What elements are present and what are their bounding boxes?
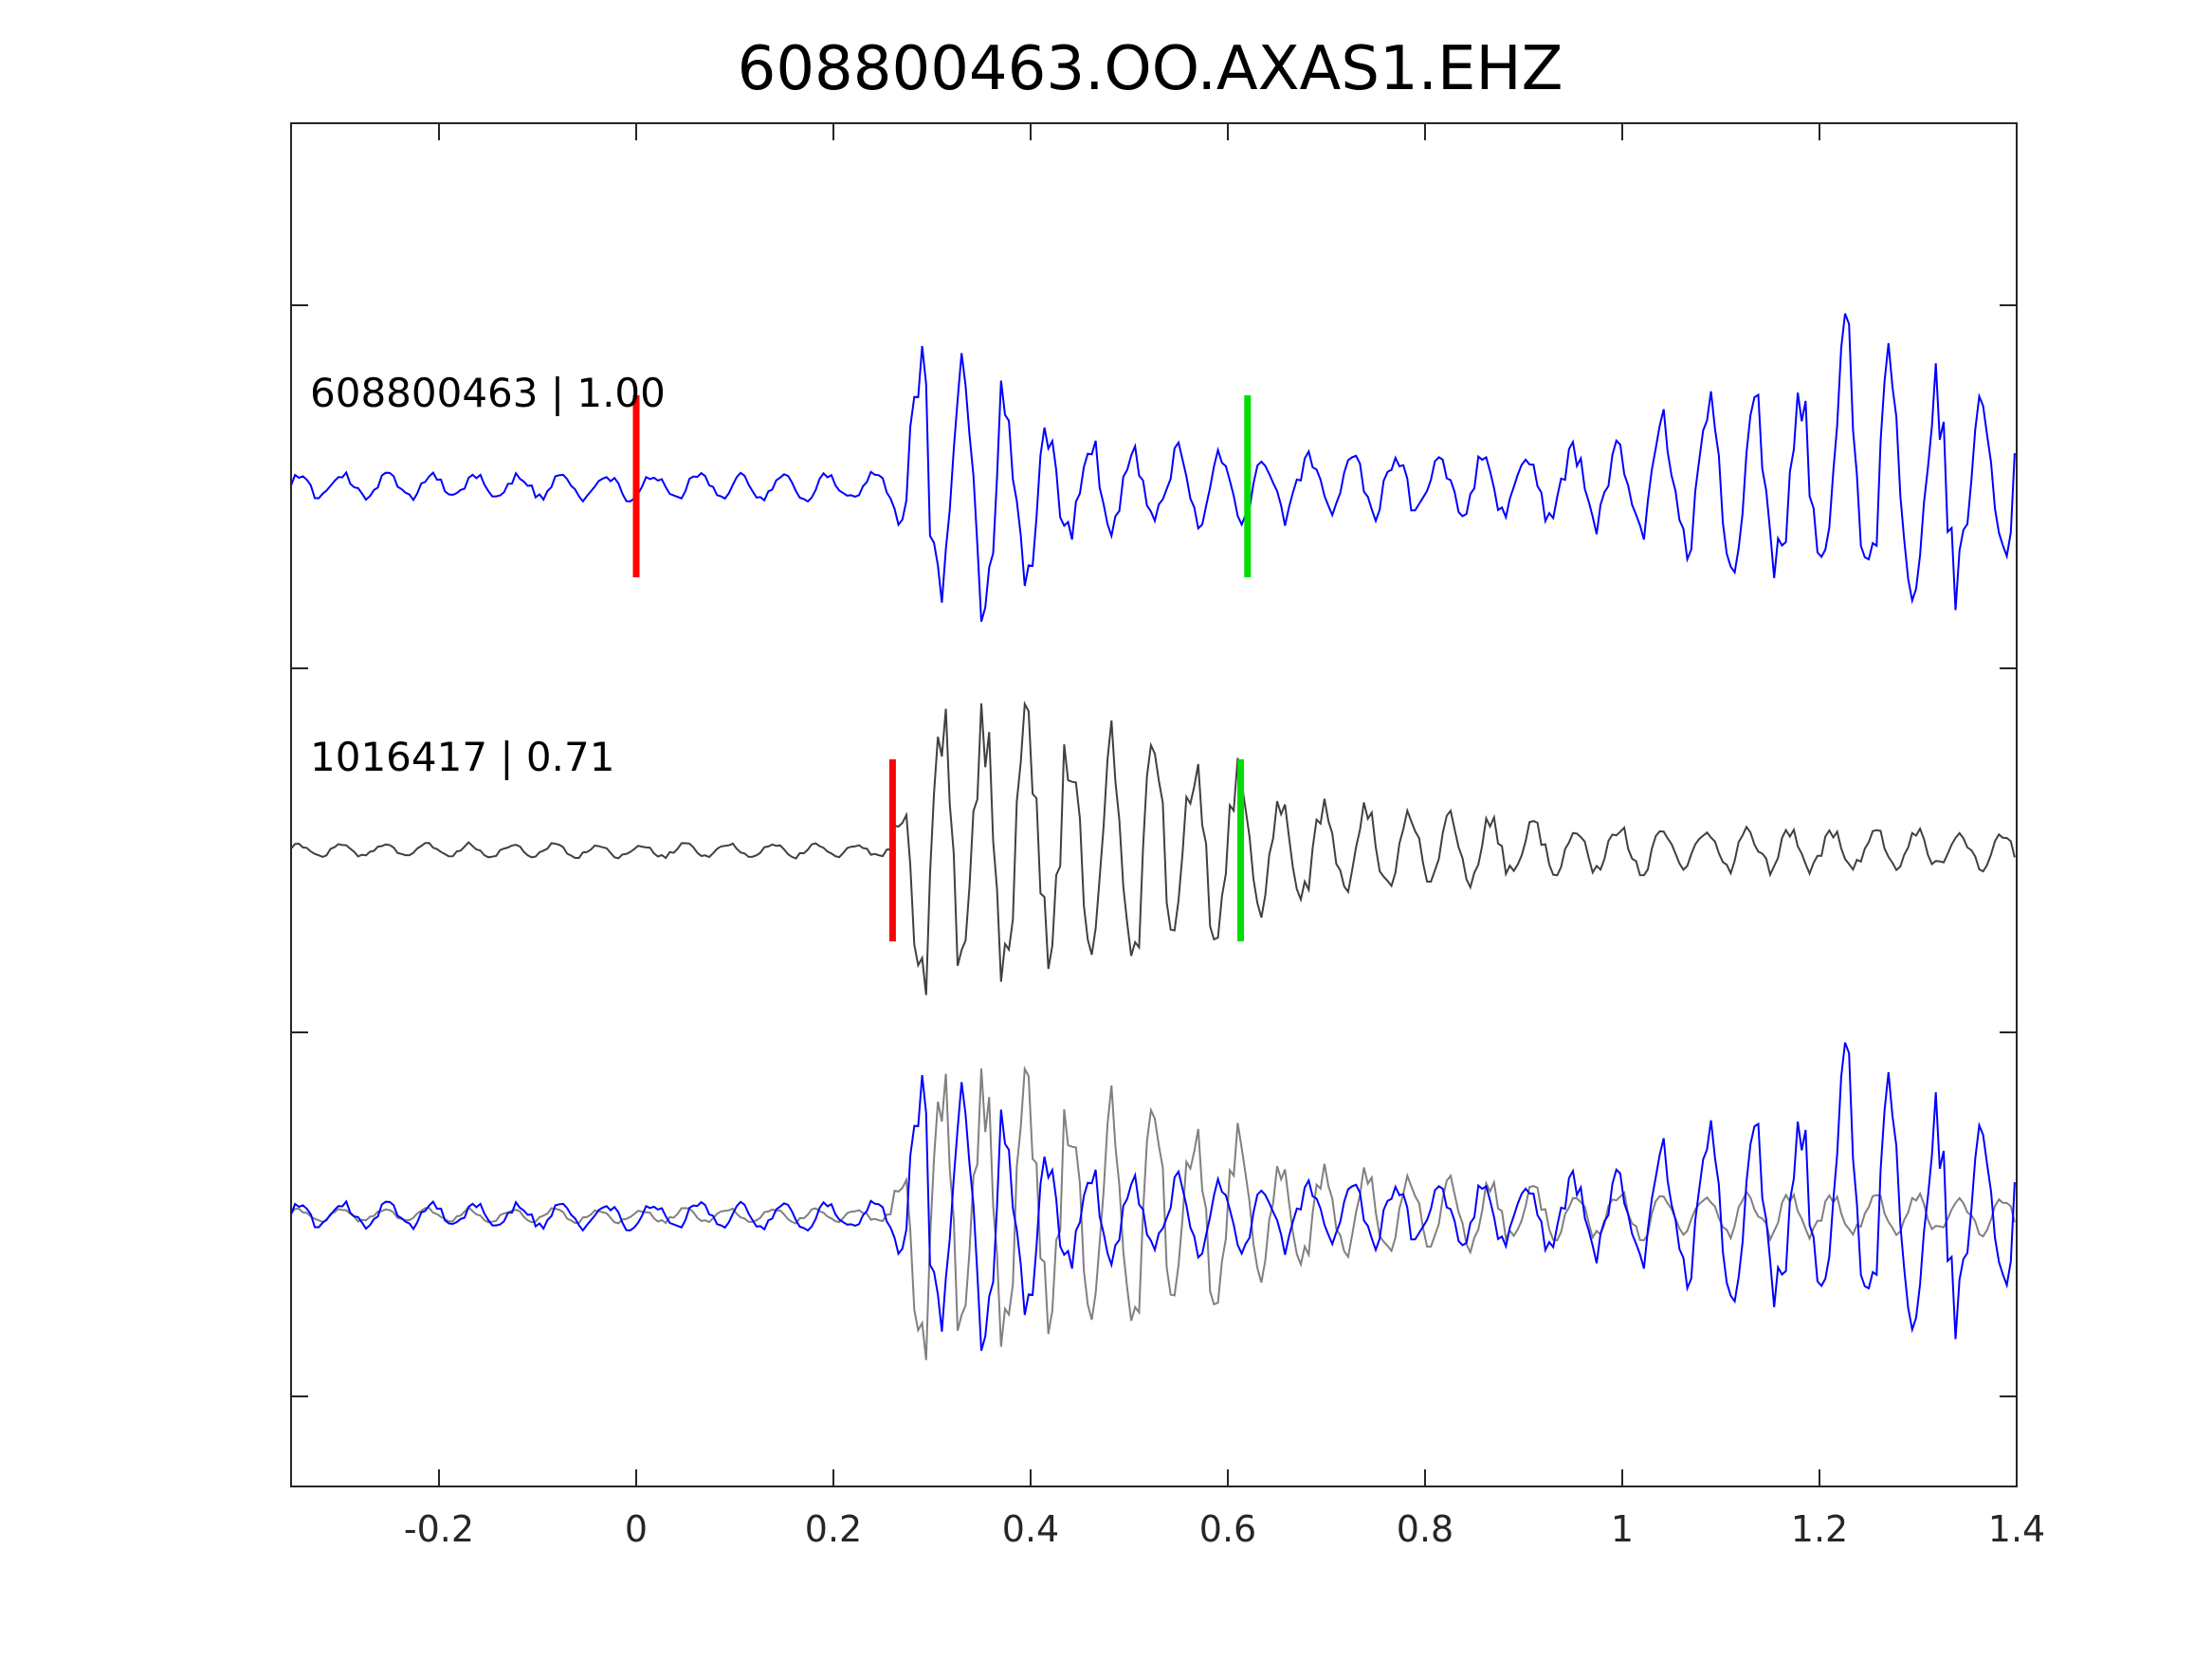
trace-608800463 — [291, 313, 2016, 622]
x-axis: -0.2 0 0.2 0.4 0.6 0.8 1 1.2 1.4 — [404, 123, 2045, 1550]
trace-label-608800463: 608800463 | 1.00 — [310, 370, 666, 416]
chart-title: 608800463.OO.AXAS1.EHZ — [738, 34, 1563, 104]
x-tick-label: 0 — [625, 1508, 648, 1550]
trace-labels: 608800463 | 1.00 1016417 | 0.71 — [310, 370, 666, 780]
x-tick-label: 1 — [1611, 1508, 1634, 1550]
phase-picks — [632, 395, 1252, 941]
x-tick-label: 0.2 — [805, 1508, 862, 1550]
x-tick-label: -0.2 — [404, 1508, 474, 1550]
x-tick-label: 1.4 — [1988, 1508, 2045, 1550]
x-tick-label: 0.6 — [1199, 1508, 1256, 1550]
overlay-target-trace — [291, 1042, 2016, 1351]
x-tick-label: 1.2 — [1791, 1508, 1848, 1550]
traces — [291, 313, 2016, 995]
y-tick-marks — [291, 304, 2017, 1397]
trace-label-1016417: 1016417 | 0.71 — [310, 734, 614, 780]
trace-1016417 — [291, 701, 2016, 995]
x-tick-label: 0.8 — [1397, 1508, 1453, 1550]
overlay-trace-group — [291, 1042, 2016, 1360]
x-tick-label: 0.4 — [1002, 1508, 1059, 1550]
plot-area — [290, 122, 2018, 1487]
